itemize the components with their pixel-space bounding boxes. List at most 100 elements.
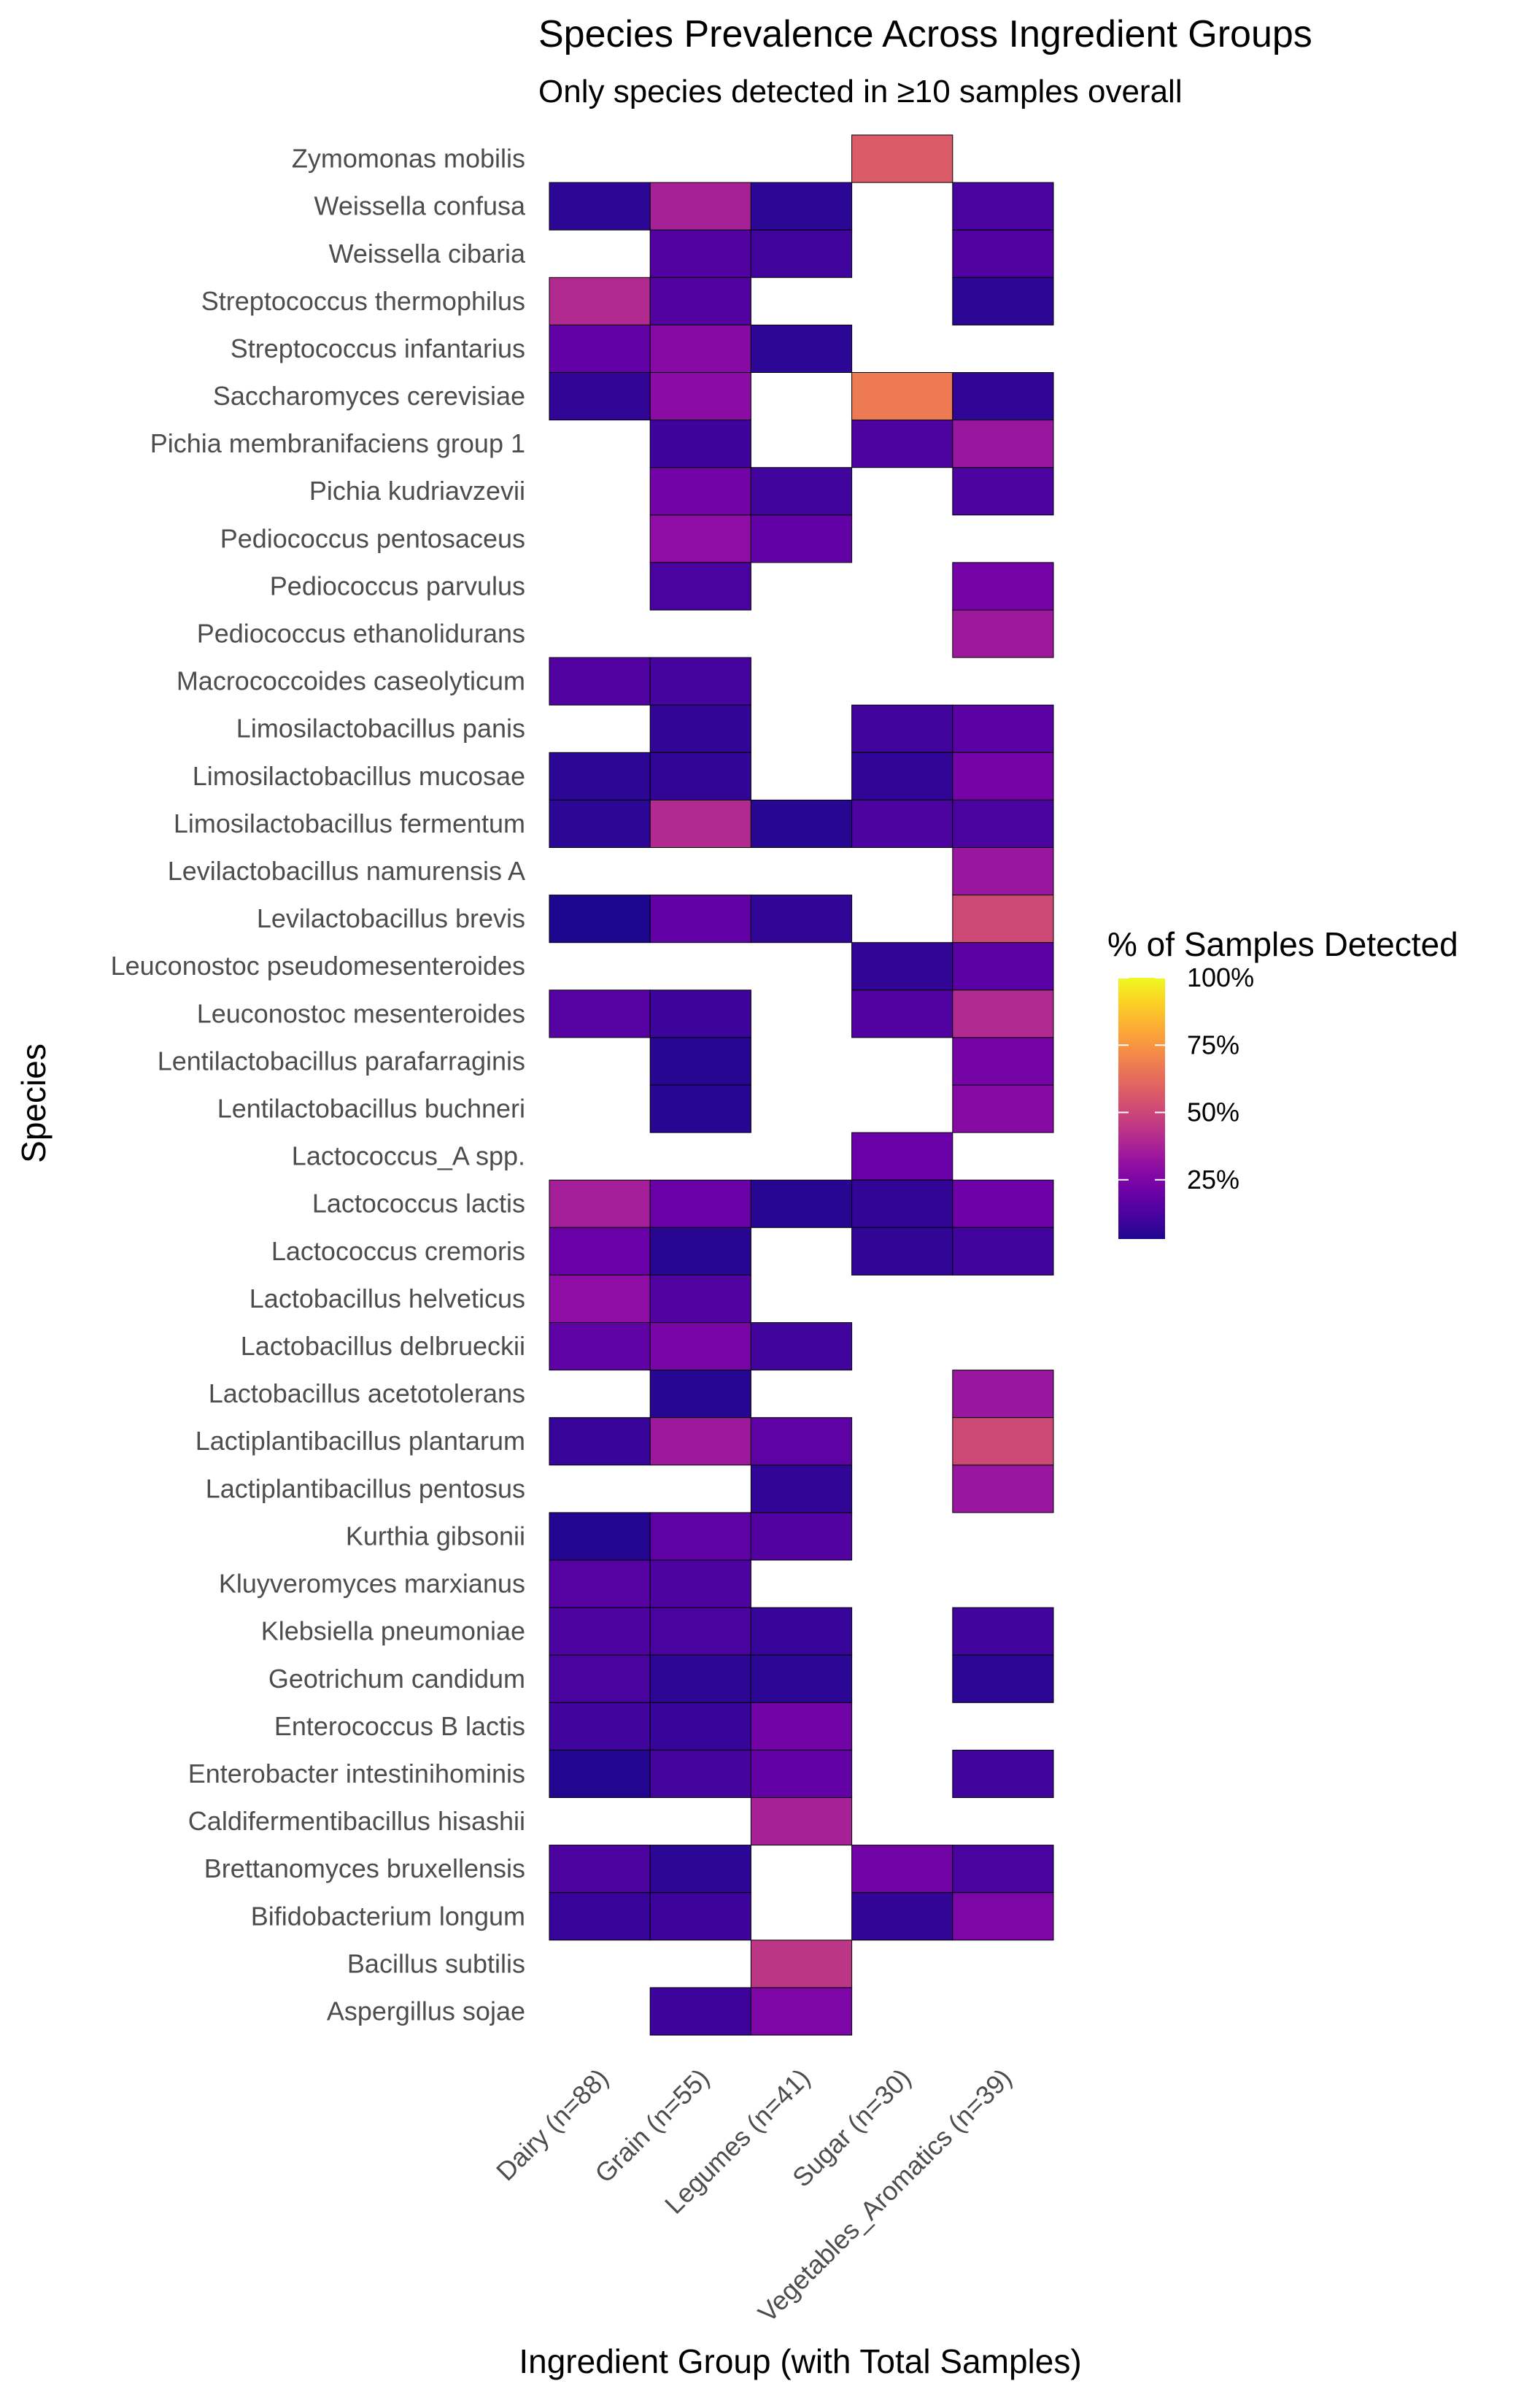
heatmap-cell xyxy=(549,1512,651,1561)
heatmap-cell xyxy=(952,1227,1054,1276)
y-tick-label: Bifidobacterium longum xyxy=(251,1901,525,1931)
heatmap-cell xyxy=(649,1227,751,1276)
heatmap-cell xyxy=(549,277,651,325)
y-tick-label: Enterobacter intestinihominis xyxy=(188,1759,525,1788)
heatmap-cell xyxy=(549,1322,651,1371)
y-tick-label: Lactobacillus acetotolerans xyxy=(209,1378,525,1408)
heatmap-cell xyxy=(952,229,1054,278)
heatmap-cell xyxy=(952,1654,1054,1703)
heatmap-cell xyxy=(952,752,1054,800)
heatmap-cell xyxy=(649,1845,751,1894)
y-tick-label: Leuconostoc mesenteroides xyxy=(197,998,525,1028)
heatmap-cell xyxy=(750,1749,853,1798)
heatmap-cell xyxy=(549,324,651,373)
heatmap-cell xyxy=(549,182,651,231)
heatmap-cell xyxy=(649,704,751,753)
heatmap-cell xyxy=(851,1845,953,1894)
legend-tick-label: 75% xyxy=(1187,1030,1239,1060)
heatmap-cell xyxy=(549,895,651,943)
heatmap-cell xyxy=(952,1037,1054,1086)
y-tick-label: Limosilactobacillus mucosae xyxy=(193,761,525,791)
y-tick-label: Enterococcus B lactis xyxy=(274,1711,525,1741)
y-tick-label: Lactococcus lactis xyxy=(312,1189,525,1219)
legend-ticks: 25% 50% 75% 100% xyxy=(1118,962,1254,1195)
heatmap-cell xyxy=(549,1702,651,1751)
heatmap-cell xyxy=(750,1322,853,1371)
color-legend: % of Samples Detected 25% 50% 75% 100% xyxy=(1107,925,1458,1239)
heatmap-cell xyxy=(750,1702,853,1751)
y-tick-label: Pediococcus parvulus xyxy=(270,571,525,601)
heatmap-cell xyxy=(750,1607,853,1656)
heatmap-cell xyxy=(750,229,853,278)
x-axis-title: Ingredient Group (with Total Samples) xyxy=(519,2342,1081,2380)
heatmap-cell xyxy=(851,1892,953,1941)
heatmap-cell xyxy=(851,799,953,849)
y-tick-label: Levilactobacillus namurensis A xyxy=(168,856,525,886)
y-tick-label: Lactococcus_A spp. xyxy=(292,1141,525,1171)
y-tick-label: Lentilactobacillus buchneri xyxy=(217,1094,525,1124)
y-tick-label: Pediococcus ethanolidurans xyxy=(197,619,525,649)
heatmap-cell xyxy=(649,989,751,1038)
heatmap-cell xyxy=(549,1749,651,1798)
y-tick-label: Kurthia gibsonii xyxy=(346,1521,525,1551)
y-axis-title: Species xyxy=(15,1043,53,1163)
heatmap-cell xyxy=(851,372,953,421)
heatmap-cell xyxy=(952,420,1054,468)
heatmap-cell xyxy=(549,1654,651,1703)
y-tick-label: Klebsiella pneumoniae xyxy=(261,1616,525,1646)
heatmap-cell xyxy=(750,1512,853,1561)
heatmap-cell xyxy=(549,372,651,421)
legend-colorbar xyxy=(1118,978,1165,1239)
heatmap-cell xyxy=(952,467,1054,516)
y-tick-label: Bacillus subtilis xyxy=(347,1948,525,1978)
heatmap-cell xyxy=(952,1749,1054,1798)
heatmap-cell xyxy=(952,562,1054,611)
heatmap-cell xyxy=(649,324,751,373)
heatmap-cell xyxy=(549,1892,651,1941)
heatmap-cell xyxy=(649,1512,751,1561)
heatmap-cell xyxy=(649,1749,751,1798)
heatmap-cell xyxy=(649,372,751,421)
heatmap-cell xyxy=(649,1702,751,1751)
y-tick-label: Caldifermentibacillus hisashii xyxy=(188,1806,525,1836)
heatmap-cell xyxy=(649,420,751,468)
y-tick-label: Geotrichum candidum xyxy=(268,1664,525,1694)
heatmap-cell xyxy=(549,799,651,849)
legend-tick-label: 50% xyxy=(1187,1097,1239,1127)
heatmap-cell xyxy=(549,1417,651,1466)
heatmap-cell xyxy=(750,514,853,563)
heatmap-cell xyxy=(549,1559,651,1608)
legend-tick-label: 100% xyxy=(1187,962,1254,992)
heatmap-cell xyxy=(952,799,1054,849)
heatmap-cell xyxy=(952,1370,1054,1419)
y-tick-label: Levilactobacillus brevis xyxy=(257,903,525,933)
y-tick-label: Zymomonas mobilis xyxy=(292,144,525,174)
heatmap-cell xyxy=(549,1607,651,1656)
heatmap-cell xyxy=(750,1940,853,1988)
heatmap-cell xyxy=(851,942,953,991)
heatmap-cell xyxy=(750,1417,853,1466)
heatmap-cell xyxy=(549,989,651,1038)
heatmap-cell xyxy=(649,467,751,516)
heatmap-cell xyxy=(952,704,1054,753)
y-tick-label: Limosilactobacillus panis xyxy=(236,714,525,744)
y-tick-label: Macrococcoides caseolyticum xyxy=(177,666,525,696)
y-tick-label: Saccharomyces cerevisiae xyxy=(213,381,525,411)
y-tick-label: Lactiplantibacillus pentosus xyxy=(206,1473,525,1503)
y-tick-label: Weissella cibaria xyxy=(329,239,526,269)
heatmap-cell xyxy=(952,1845,1054,1894)
y-tick-label: Pichia membranifaciens group 1 xyxy=(150,428,525,458)
y-tick-label: Aspergillus sojae xyxy=(327,1996,525,2026)
heatmap-cell xyxy=(750,1465,853,1513)
heatmap-cell xyxy=(649,1274,751,1324)
heatmap-cell xyxy=(750,1179,853,1228)
heatmap-cell xyxy=(750,895,853,943)
heatmap-cell xyxy=(649,752,751,800)
chart-subtitle: Only species detected in ≥10 samples ove… xyxy=(538,74,1183,109)
chart-title: Species Prevalence Across Ingredient Gro… xyxy=(538,13,1312,55)
y-tick-label: Lactobacillus helveticus xyxy=(249,1284,525,1313)
y-tick-label: Pichia kudriavzevii xyxy=(309,476,525,506)
heatmap-cell xyxy=(750,1797,853,1846)
legend-tick-label: 25% xyxy=(1187,1165,1239,1195)
heatmap-cell xyxy=(952,942,1054,991)
